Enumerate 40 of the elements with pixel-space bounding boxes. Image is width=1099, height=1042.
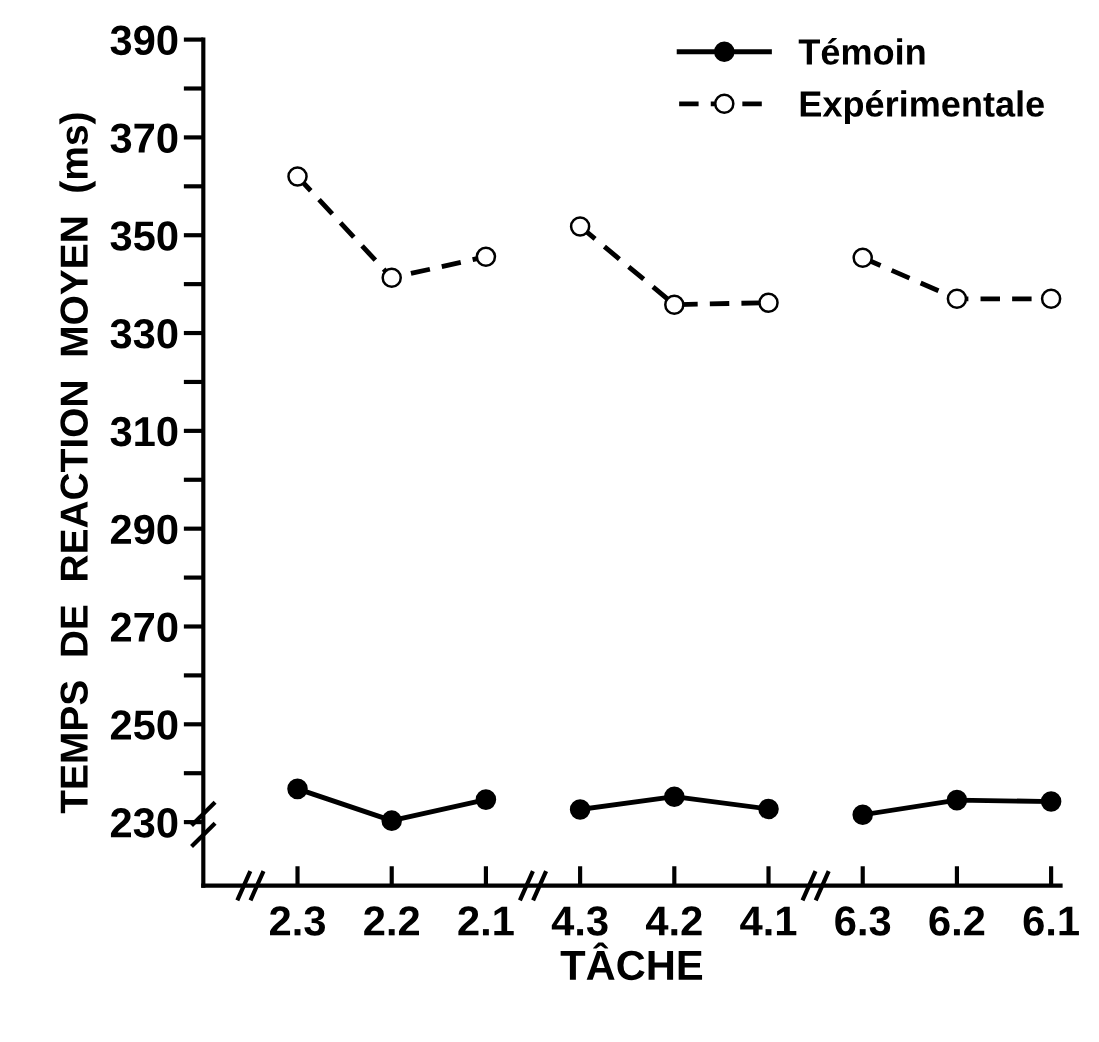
y-tick-label: 350 <box>110 221 178 251</box>
point <box>664 786 685 807</box>
point <box>287 778 308 800</box>
y-tick-label: 290 <box>110 514 178 545</box>
x-tick-label: 4.1 <box>740 906 797 936</box>
x-tick-label: 4.3 <box>551 906 608 936</box>
point <box>475 246 497 268</box>
y-tick-label: 250 <box>110 710 178 740</box>
point <box>569 799 591 820</box>
x-tick-label: 2.1 <box>458 906 514 936</box>
y-tick-label: 230 <box>110 808 178 838</box>
x-tick-label: 6.2 <box>929 906 985 936</box>
point <box>946 288 968 310</box>
point <box>1040 288 1062 310</box>
y-tick-label: 310 <box>110 416 178 447</box>
x-tick-label: 2.2 <box>364 906 420 936</box>
x-tick-label: 2.3 <box>270 906 325 936</box>
point <box>475 789 497 810</box>
point <box>381 810 402 831</box>
y-axis-title: TEMPS DE REACTION MOYEN (ms) <box>59 113 96 814</box>
point <box>852 247 873 268</box>
point <box>946 789 968 811</box>
point <box>569 216 591 237</box>
y-tick-label: 390 <box>110 25 178 56</box>
y-tick-label: 330 <box>110 319 178 349</box>
legend-label: Témoin <box>798 37 925 65</box>
legend-label: Expérimentale <box>800 89 1044 124</box>
point <box>1040 791 1062 812</box>
x-tick-label: 6.3 <box>835 906 891 936</box>
point <box>664 294 685 315</box>
x-axis-title: TÂCHE <box>560 942 703 981</box>
point <box>758 292 779 313</box>
y-tick-label: 270 <box>110 612 178 642</box>
y-tick-label: 370 <box>110 123 178 153</box>
x-tick-label: 6.1 <box>1023 906 1079 936</box>
point <box>287 166 308 187</box>
point <box>852 804 873 826</box>
point <box>758 798 779 820</box>
point <box>381 267 402 289</box>
x-tick-label: 4.2 <box>645 906 702 936</box>
